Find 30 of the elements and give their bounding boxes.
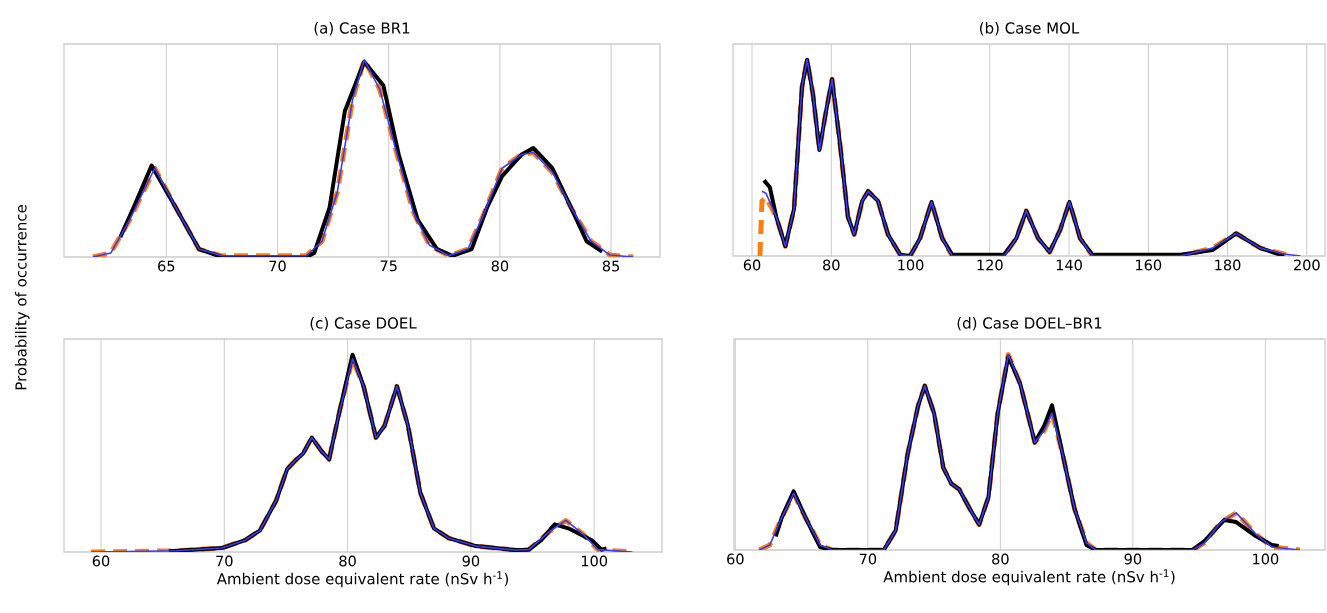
x-tick-label: 70 <box>859 553 877 565</box>
x-tick-label: 80 <box>992 553 1009 565</box>
x-tick-label: 120 <box>977 259 1003 271</box>
x-tick-label: 80 <box>491 260 509 272</box>
x-tick-label: 65 <box>158 260 175 272</box>
x-tick-label: 80 <box>823 259 840 271</box>
x-tick-label: 100 <box>581 555 608 567</box>
x-axis-title: Ambient dose equivalent rate (nSv h$^{-1}$) <box>216 571 509 588</box>
x-tick-label: 70 <box>216 555 233 567</box>
y-axis-title: Probability of occurrence <box>15 205 30 390</box>
x-tick-label: 100 <box>1253 553 1279 565</box>
x-tick-label: 160 <box>1136 259 1162 271</box>
x-tick-label: 90 <box>462 555 480 567</box>
x-tick-label: 180 <box>1215 259 1241 271</box>
chart-title: (b) Case MOL <box>980 22 1080 36</box>
x-tick-label: 60 <box>727 553 744 565</box>
x-tick-label: 60 <box>743 259 761 271</box>
chart-title: (d) Case DOEL–BR1 <box>957 317 1102 331</box>
x-tick-label: 90 <box>1124 553 1142 565</box>
x-tick-label: 80 <box>339 555 356 567</box>
x-tick-label: 60 <box>92 555 110 567</box>
x-axis-title: Ambient dose equivalent rate (nSv h$^{-1}$) <box>883 569 1175 586</box>
x-tick-label: 100 <box>898 259 924 271</box>
x-tick-label: 85 <box>602 260 620 272</box>
x-tick-label: 140 <box>1056 259 1082 271</box>
x-tick-label: 70 <box>269 260 286 272</box>
x-tick-label: 75 <box>380 260 397 272</box>
chart-title: (a) Case BR1 <box>314 22 410 36</box>
x-tick-label: 200 <box>1294 259 1320 271</box>
chart-title: (c) Case DOEL <box>310 317 417 331</box>
